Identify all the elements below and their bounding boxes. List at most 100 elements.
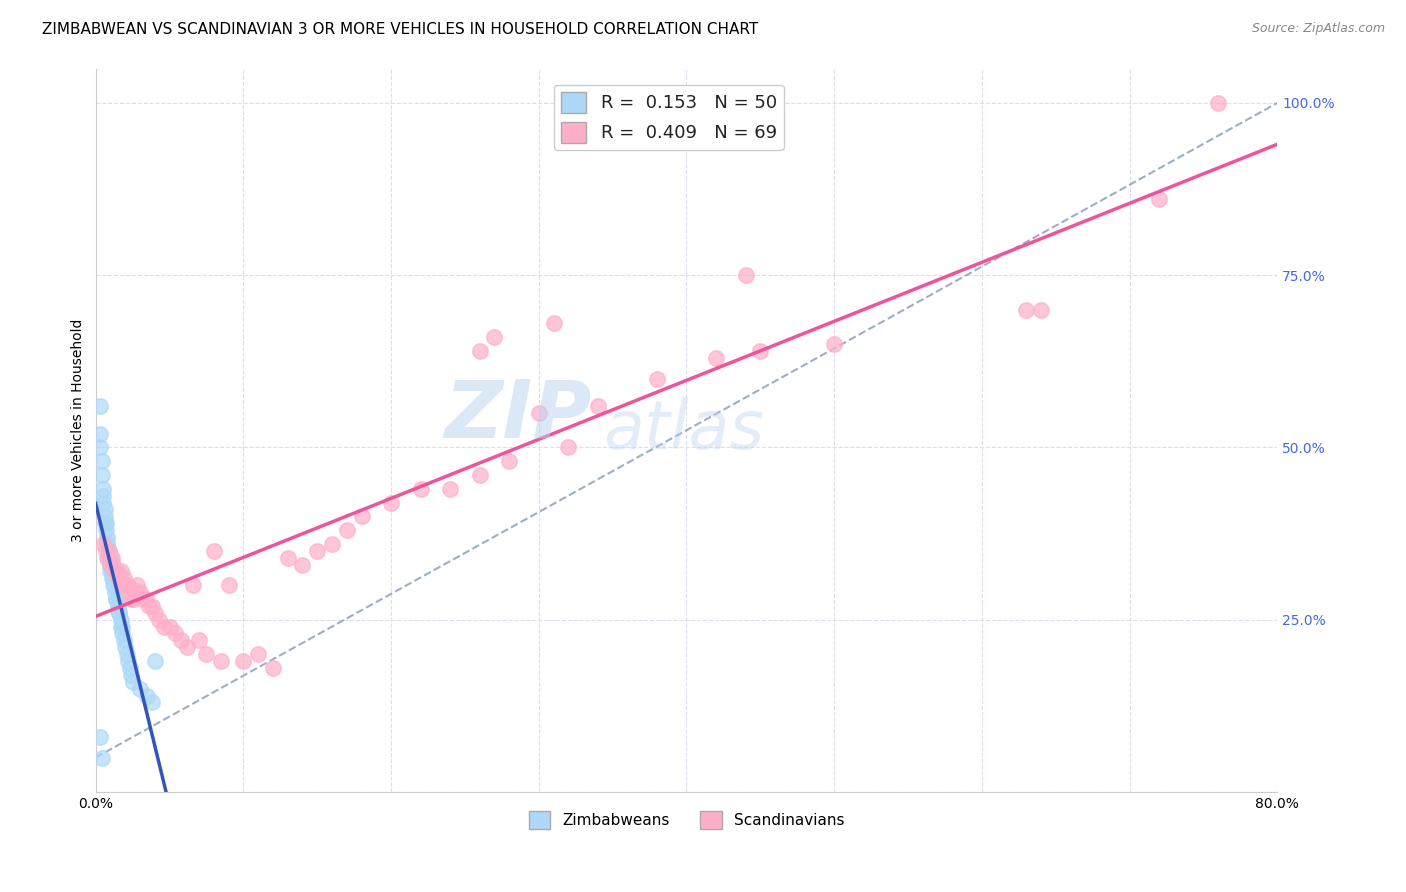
Point (645, 371, 668, 385)
Point (107, 599, 129, 613)
Point (112, 633, 135, 648)
Point (90, 454, 112, 468)
Point (111, 578, 134, 592)
Point (107, 571, 129, 585)
Text: atlas: atlas (603, 397, 765, 463)
Point (543, 317, 565, 331)
Point (380, 495, 402, 509)
Point (104, 578, 127, 592)
Point (181, 578, 204, 592)
Text: ZIMBABWEAN VS SCANDINAVIAN 3 OR MORE VEHICLES IN HOUSEHOLD CORRELATION CHART: ZIMBABWEAN VS SCANDINAVIAN 3 OR MORE VEH… (42, 22, 758, 37)
Point (141, 599, 163, 613)
Point (93, 502, 115, 516)
Point (117, 654, 139, 668)
Point (734, 268, 756, 283)
Point (111, 619, 134, 633)
Point (409, 482, 432, 496)
Point (136, 689, 159, 703)
Point (121, 592, 143, 607)
Point (468, 344, 491, 359)
Legend: Zimbabweans, Scandinavians: Zimbabweans, Scandinavians (523, 805, 851, 835)
Point (108, 606, 131, 620)
Point (100, 565, 122, 579)
Point (218, 578, 240, 592)
Point (96, 530, 118, 544)
Point (125, 578, 148, 592)
Point (104, 585, 127, 599)
Point (1015, 302, 1038, 317)
Point (97, 544, 120, 558)
Point (112, 571, 135, 585)
Point (247, 647, 270, 661)
Point (143, 654, 166, 668)
Point (89, 441, 111, 455)
Point (129, 585, 152, 599)
Point (103, 578, 125, 592)
Point (704, 351, 727, 365)
Point (209, 654, 232, 668)
Point (1206, 95, 1229, 110)
Point (120, 592, 142, 607)
Point (91, 495, 114, 509)
Point (115, 578, 138, 592)
Point (124, 585, 146, 599)
Point (108, 606, 131, 620)
Point (96, 537, 118, 551)
Point (132, 592, 155, 607)
Point (111, 626, 134, 640)
Point (90, 750, 112, 764)
Point (103, 558, 125, 572)
Point (97, 544, 120, 558)
Point (117, 578, 139, 592)
Point (101, 565, 124, 579)
Point (94, 523, 117, 537)
Point (749, 344, 772, 359)
Point (94, 544, 117, 558)
Point (586, 399, 609, 413)
Point (89, 730, 111, 744)
Point (439, 482, 461, 496)
Point (232, 654, 254, 668)
Point (97, 550, 120, 565)
Point (135, 592, 157, 607)
Point (188, 633, 211, 648)
Point (105, 592, 128, 607)
Point (291, 558, 314, 572)
Point (138, 599, 160, 613)
Point (307, 544, 329, 558)
Point (152, 619, 174, 633)
Point (148, 613, 170, 627)
Point (93, 509, 115, 524)
Text: ZIP: ZIP (444, 376, 592, 455)
Point (96, 550, 118, 565)
Point (202, 544, 225, 558)
Point (484, 330, 506, 344)
Point (121, 674, 143, 689)
Point (195, 647, 218, 661)
Point (114, 578, 136, 592)
Point (468, 468, 491, 483)
Point (93, 516, 115, 531)
Point (120, 668, 142, 682)
Point (108, 571, 131, 585)
Point (129, 681, 152, 696)
Point (277, 550, 299, 565)
Point (103, 571, 125, 585)
Point (118, 661, 141, 675)
Point (527, 406, 550, 420)
Point (101, 571, 124, 585)
Text: Source: ZipAtlas.com: Source: ZipAtlas.com (1251, 22, 1385, 36)
Point (336, 523, 359, 537)
Point (118, 585, 141, 599)
Point (105, 592, 128, 607)
Point (557, 441, 579, 455)
Point (101, 550, 124, 565)
Point (498, 454, 520, 468)
Point (170, 633, 193, 648)
Point (94, 516, 117, 531)
Point (262, 661, 284, 675)
Point (104, 565, 127, 579)
Point (91, 482, 114, 496)
Point (159, 619, 181, 633)
Y-axis label: 3 or more Vehicles in Household: 3 or more Vehicles in Household (72, 318, 86, 542)
